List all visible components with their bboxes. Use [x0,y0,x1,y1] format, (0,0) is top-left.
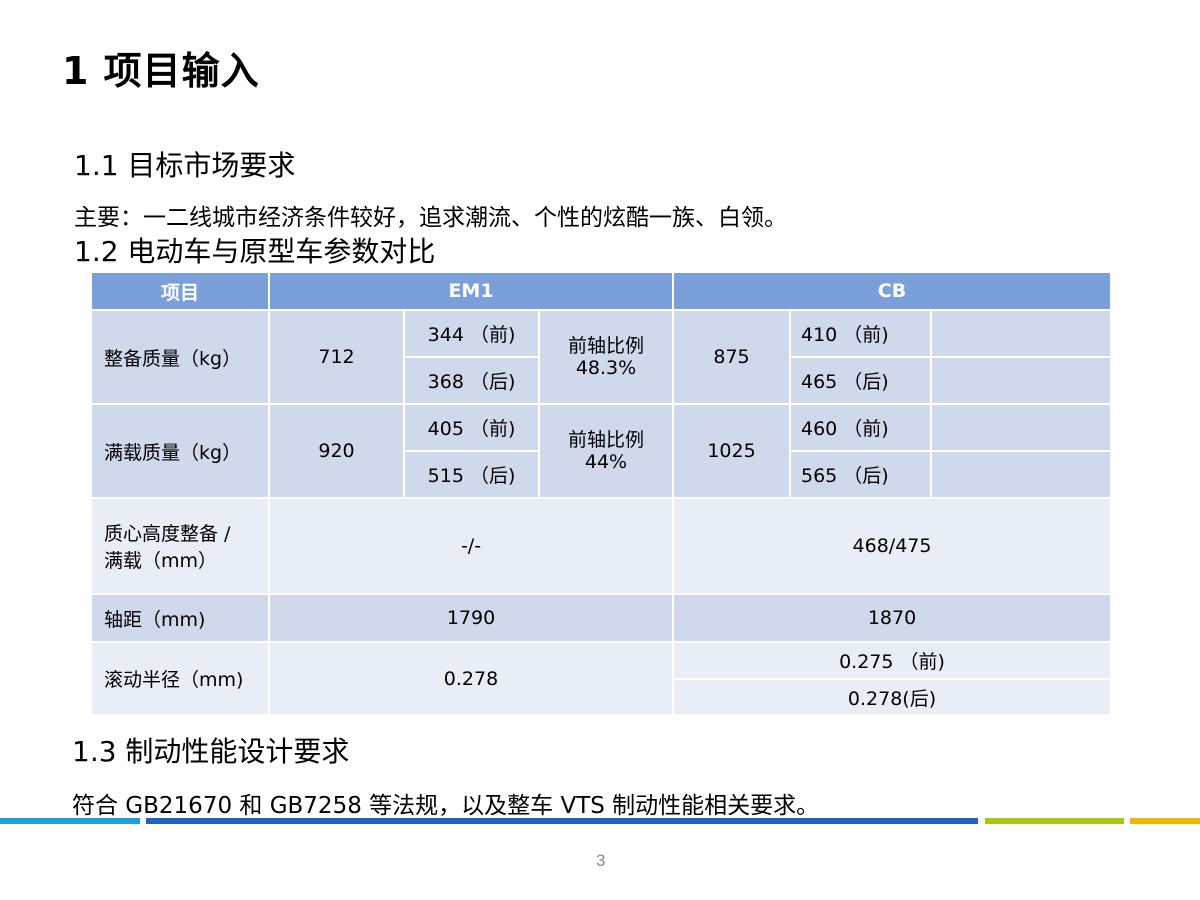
table-header-row: 项目 EM1 CB [90,271,1113,311]
em1-curb-front: 344 （前) [403,309,540,358]
em1-rolling-radius: 0.278 [268,641,674,716]
cb-curb-total: 875 [672,309,791,405]
wheelbase-label: 轴距（mm) [90,593,270,643]
cb-rolling-radius-front: 0.275 （前) [671,641,1113,680]
em1-curb-ratio: 前轴比例 48.3% [538,309,674,405]
table-row: 515 （后) 565 （后) [91,450,1113,499]
em1-full-front: 405 （前) [403,403,540,452]
comparison-table: 项目 EM1 CB 整备质量（kg） 712 344 （前) 前轴比例 48.3… [90,271,1113,716]
header-em1: EM1 [268,271,674,311]
table-row: 0.278(后) [91,678,1113,716]
braking-requirement-text: 符合 GB21670 和 GB7258 等法规，以及整车 VTS 制动性能相关要… [72,793,820,819]
ratio-label: 前轴比例 [567,429,644,451]
table-row: 满载质量（kg） 920 405 （前) 前轴比例 44% 1025 460 （… [90,403,1113,499]
empty-cell [929,450,1113,499]
section-heading-target-market: 1.1 目标市场要求 [74,149,296,182]
cb-curb-front: 410 （前) [789,309,932,358]
cb-wheelbase: 1870 [671,593,1113,643]
cb-full-front: 460 （前) [789,403,932,452]
cb-full-rear: 565 （后) [789,450,932,499]
em1-full-total: 920 [268,403,405,499]
cb-curb-rear: 465 （后) [789,356,932,405]
full-mass-label: 满载质量（kg） [90,403,270,499]
em1-wheelbase: 1790 [268,593,674,643]
section-heading-param-comparison: 1.2 电动车与原型车参数对比 [74,235,436,268]
ratio-value: 44% [584,451,628,473]
em1-curb-rear: 368 （后) [403,356,540,405]
em1-cog: -/- [268,497,674,595]
table-row: 滚动半径（mm) 0.278 0.275 （前) [90,641,1113,716]
footer-bar-green [985,818,1124,824]
header-item: 项目 [90,271,270,311]
table-row: 整备质量（kg） 712 344 （前) 前轴比例 48.3% 875 410 … [90,309,1113,405]
table-row: 轴距（mm) 1790 1870 [90,593,1113,643]
cb-rolling-radius-rear: 0.278(后) [671,678,1113,716]
footer-bar-orange [1130,818,1200,824]
table-row: 368 （后) 465 （后) [91,356,1113,405]
empty-cell [929,356,1113,405]
em1-curb-total: 712 [268,309,405,405]
ratio-label: 前轴比例 [567,335,644,357]
em1-full-rear: 515 （后) [403,450,540,499]
rolling-radius-label: 滚动半径（mm) [90,641,270,716]
cog-height-label: 质心高度整备 / 满载（mm） [90,497,270,595]
slide-title: 1 项目输入 [62,49,260,93]
footer-bar-lightblue [0,818,140,824]
footer-bar-blue [146,818,978,824]
ratio-value: 48.3% [575,357,637,379]
cb-cog: 468/475 [671,497,1113,595]
empty-cell [929,309,1113,358]
cog-label-line2: 满载（mm） [104,550,218,572]
cog-label-line1: 质心高度整备 / [104,523,231,545]
empty-cell [929,403,1113,452]
target-market-text: 主要：一二线城市经济条件较好，追求潮流、个性的炫酷一族、白领。 [74,205,787,231]
section-heading-braking: 1.3 制动性能设计要求 [72,735,350,768]
table-row: 质心高度整备 / 满载（mm） -/- 468/475 [90,497,1113,595]
cb-full-total: 1025 [672,403,791,499]
header-cb: CB [671,271,1113,311]
page-number: 3 [596,851,606,870]
em1-full-ratio: 前轴比例 44% [538,403,674,499]
curb-mass-label: 整备质量（kg） [90,309,270,405]
